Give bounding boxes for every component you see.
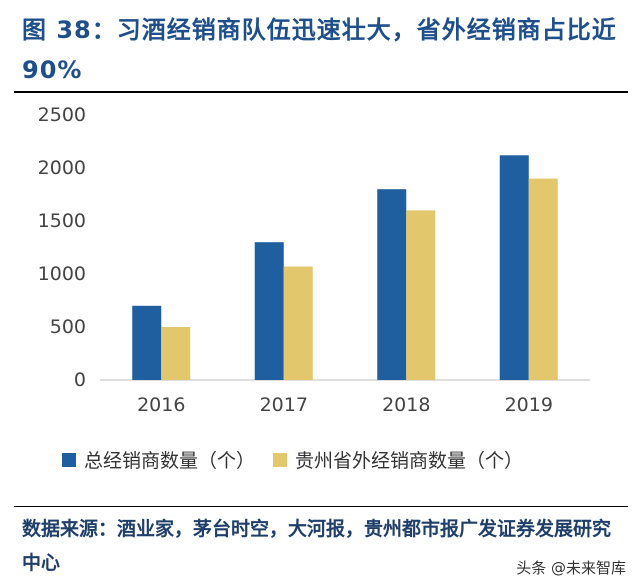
bar-outside-province <box>406 210 436 380</box>
watermark: 头条 @未来智库 <box>516 557 626 578</box>
source-note: 数据来源：酒业家，茅台时空，大河报，贵州都市报广发证券发展研究中心 <box>22 518 612 574</box>
bottom-rule <box>14 506 628 507</box>
bar-total <box>254 242 284 380</box>
watermark-text: 头条 @未来智库 <box>516 559 626 577</box>
bar-chart: 0 500 1000 1500 2000 2500 2016 2017 2018 2019 <box>38 104 590 416</box>
bar-outside-province <box>283 266 313 380</box>
legend-swatch-outside-province <box>273 452 288 467</box>
y-tick-label: 1500 <box>38 210 86 232</box>
bar-total <box>499 155 529 380</box>
bar-outside-province <box>528 178 558 380</box>
figure-title: 图 38：习酒经销商队伍迅速壮大，省外经销商占比近90% <box>22 16 617 84</box>
x-tick-label: 2017 <box>260 394 308 416</box>
y-tick-label: 1000 <box>38 263 86 285</box>
y-tick-label: 2000 <box>38 157 86 179</box>
chart-legend: 总经销商数量（个） 贵州省外经销商数量（个） <box>62 446 541 473</box>
legend-label-outside-province: 贵州省外经销商数量（个） <box>295 450 524 472</box>
legend-item-outside-province: 贵州省外经销商数量（个） <box>273 446 523 473</box>
x-tick-label: 2016 <box>137 394 185 416</box>
bar-total <box>132 305 162 380</box>
x-tick-label: 2019 <box>505 394 553 416</box>
x-tick-label: 2018 <box>382 394 430 416</box>
bar-total <box>377 189 407 380</box>
legend-item-total: 总经销商数量（个） <box>62 446 255 473</box>
legend-label-total: 总经销商数量（个） <box>84 450 256 472</box>
y-tick-label: 2500 <box>38 104 86 126</box>
y-tick-label: 0 <box>74 369 86 391</box>
bar-outside-province <box>161 327 191 380</box>
y-tick-label: 500 <box>50 316 86 338</box>
legend-swatch-total <box>62 452 76 467</box>
top-rule <box>14 91 628 93</box>
